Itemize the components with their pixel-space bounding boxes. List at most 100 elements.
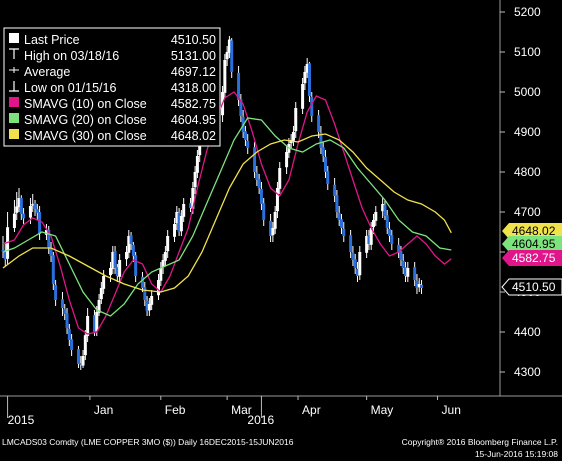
legend-high-icon (9, 48, 19, 59)
sma-line-1 (2, 91, 452, 335)
legend-low-icon (9, 81, 19, 92)
legend-label: SMAVG (30) on Close (24, 129, 147, 143)
value-tag: 4648.02 (502, 223, 562, 239)
x-tick-label: Mar (231, 403, 252, 417)
candle-body (157, 280, 161, 296)
candle-body (65, 313, 69, 328)
value-tag-label: 4648.02 (512, 224, 556, 238)
candle-body (118, 260, 122, 277)
legend-value: 4582.75 (171, 97, 216, 111)
legend-value: 4318.00 (171, 81, 216, 95)
legend-value: 5131.00 (171, 49, 216, 63)
candle-body (70, 339, 74, 350)
y-tick-label: 4900 (514, 125, 541, 139)
value-tag: 4582.75 (502, 250, 562, 266)
candle-body (273, 212, 277, 229)
candle-body (51, 255, 55, 284)
candle-body (257, 179, 261, 188)
legend-value: 4604.95 (171, 113, 216, 127)
candle-body (317, 115, 321, 132)
legend-average-icon (9, 67, 19, 73)
candle-body (81, 356, 85, 366)
y-tick-label: 5100 (514, 45, 541, 59)
candle-body (399, 251, 403, 260)
candle-body (239, 99, 243, 116)
candle-body (108, 268, 112, 276)
candle-body (134, 255, 138, 276)
candle-body (12, 213, 16, 228)
candle-body (147, 304, 151, 311)
candle-body (305, 64, 309, 73)
legend-item: SMAVG (20) on Close 4604.95 (9, 113, 216, 127)
legend-label: Average (24, 65, 70, 79)
x-tick-label: Apr (302, 403, 321, 417)
candle-body (294, 108, 298, 132)
candle-body (275, 188, 279, 212)
candle-body (349, 235, 353, 252)
candle-body (374, 212, 378, 221)
x-year-label: 2016 (247, 413, 274, 427)
candle-body (79, 363, 83, 365)
candle-body (189, 203, 193, 208)
candle-body (401, 260, 405, 268)
candle-body (99, 288, 103, 300)
candle-body (381, 204, 385, 212)
candle-body (125, 252, 128, 260)
candle-body (301, 84, 305, 109)
legend-item: High on 03/18/16 5131.00 (9, 48, 216, 63)
candle-body (225, 52, 229, 60)
candle-body (307, 63, 311, 96)
candle-body (227, 39, 231, 53)
candle-body (67, 328, 71, 340)
candle-body (97, 300, 101, 313)
candle-body (163, 252, 167, 261)
candle-body (285, 152, 289, 168)
candle-body (193, 172, 197, 188)
candle-body (22, 213, 26, 219)
candle-body (127, 236, 131, 253)
y-tick-label: 4700 (514, 205, 541, 219)
candle-body (271, 228, 275, 236)
y-tick-label: 4300 (514, 365, 541, 379)
candle-body (372, 220, 375, 228)
candle-body (413, 267, 417, 280)
candle-body (131, 244, 135, 256)
candle-body (86, 316, 90, 336)
candle-body (182, 204, 186, 217)
candle-body (355, 268, 359, 276)
candle-body (177, 212, 181, 232)
candle-body (390, 235, 394, 244)
value-tag-box (502, 236, 562, 252)
legend-label: SMAVG (10) on Close (24, 97, 147, 111)
sma-line-2 (2, 117, 452, 317)
candle-body (365, 236, 369, 253)
value-tag-label: 4510.50 (512, 280, 556, 294)
candle-body (159, 268, 163, 281)
legend-item: SMAVG (30) on Close 4648.02 (9, 129, 216, 143)
legend-item: Average 4697.12 (9, 65, 216, 79)
candle-body (333, 184, 337, 196)
legend-value: 4510.50 (171, 33, 216, 47)
candle-body (253, 147, 257, 172)
legend-value: 4697.12 (171, 65, 216, 79)
candle-body (145, 300, 149, 312)
x-tick-label: Jan (94, 403, 113, 417)
x-tick-label: May (371, 403, 394, 417)
candle-body (385, 215, 389, 228)
y-tick-label: 4400 (514, 325, 541, 339)
y-tick-label: 4800 (514, 165, 541, 179)
candle-body (278, 168, 282, 189)
candle-body (230, 40, 234, 72)
candle-body (262, 203, 266, 220)
candle-body (246, 140, 250, 148)
sma-line-3 (2, 133, 452, 293)
candle-body (417, 284, 421, 288)
legend-swatch (9, 113, 19, 123)
candle-body (319, 132, 323, 148)
legend-value: 4648.02 (171, 129, 216, 143)
candle-body (310, 96, 314, 116)
legend-label: SMAVG (20) on Close (24, 113, 147, 127)
candle-body (143, 287, 147, 300)
value-tag-box (502, 250, 562, 266)
